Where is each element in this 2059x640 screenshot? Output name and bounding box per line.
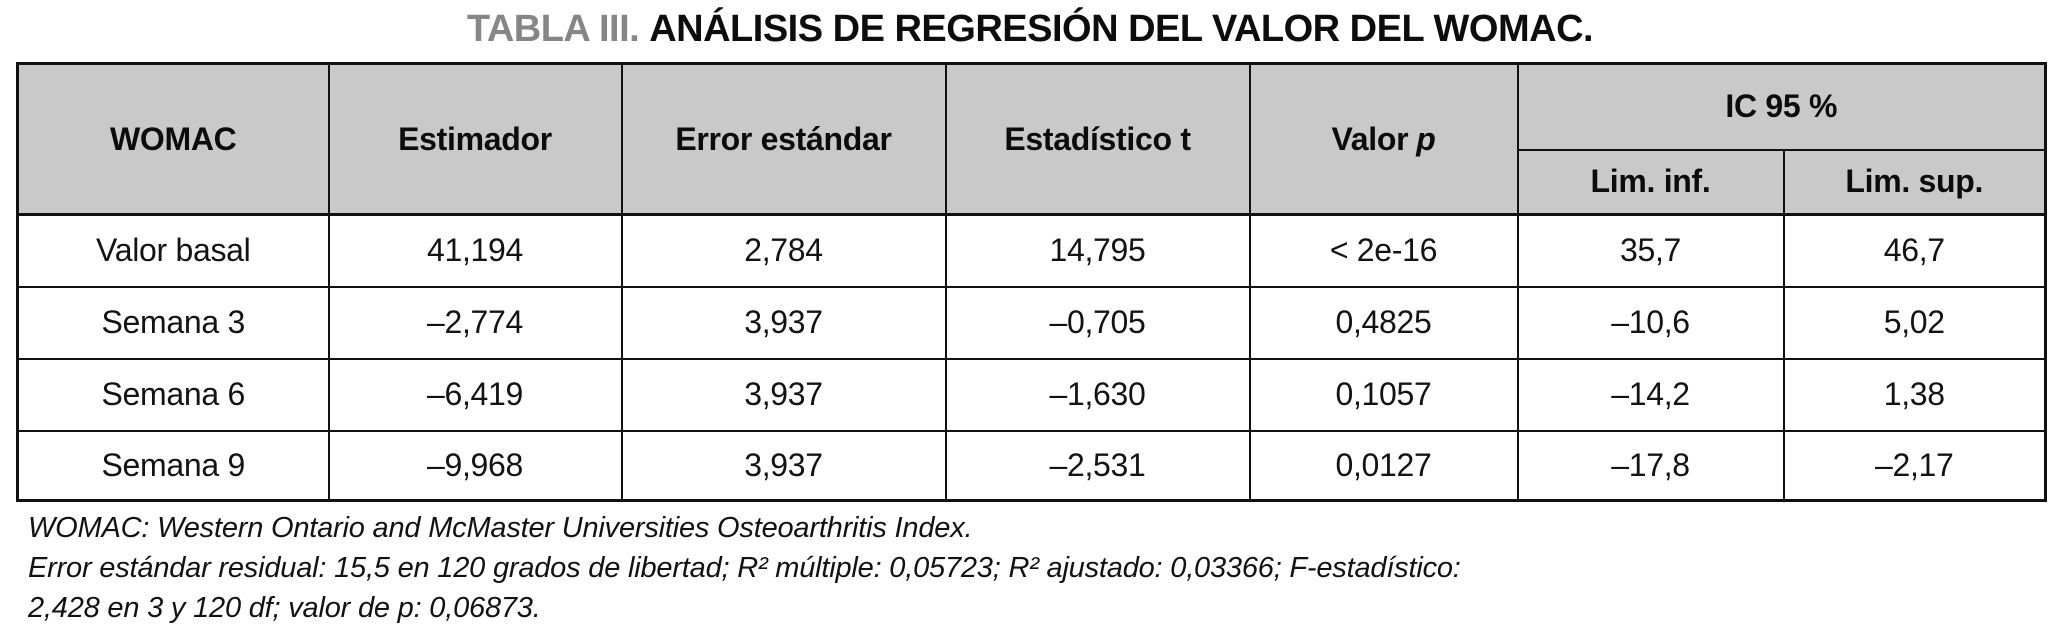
header-cell-ic95-group: IC 95 % <box>1516 62 2047 151</box>
cell-row-label: Valor basal <box>16 213 330 288</box>
cell-lim-inf: 35,7 <box>1516 213 1785 288</box>
cell-row-label: Semana 6 <box>16 357 330 432</box>
cell-estadistico-t: –2,531 <box>944 429 1251 502</box>
cell-lim-sup: 46,7 <box>1782 213 2047 288</box>
table-title-text: ANÁLISIS DE REGRESIÓN DEL VALOR DEL WOMA… <box>649 8 1594 50</box>
header-cell-error-estandar: Error estándar <box>620 62 947 216</box>
header-cell-valor-p: Valor p <box>1248 62 1519 216</box>
cell-valor-p: 0,0127 <box>1248 429 1519 502</box>
cell-lim-sup: –2,17 <box>1782 429 2047 502</box>
cell-estimador: –2,774 <box>327 285 623 360</box>
header-row-sub: Lim. inf. Lim. sup. <box>18 148 2047 216</box>
table-title-number: TABLA III. <box>466 8 640 50</box>
cell-lim-inf: –14,2 <box>1516 357 1785 432</box>
table-row-semana-3: Semana 3 –2,774 3,937 –0,705 0,4825 –10,… <box>16 285 2047 360</box>
valor-p-symbol: p <box>1416 120 1436 157</box>
table-footnotes: WOMAC: Western Ontario and McMaster Univ… <box>28 508 2038 628</box>
cell-lim-inf: –10,6 <box>1516 285 1785 360</box>
cell-lim-sup: 1,38 <box>1782 357 2047 432</box>
valor-p-text: Valor <box>1331 120 1409 157</box>
table-row-semana-6: Semana 6 –6,419 3,937 –1,630 0,1057 –14,… <box>16 357 2047 432</box>
header-row-top: WOMAC Estimador Error estándar Estadísti… <box>16 62 2047 216</box>
cell-estimador: –9,968 <box>327 429 623 502</box>
header-cell-lim-sup: Lim. sup. <box>1782 148 2047 216</box>
cell-lim-sup: 5,02 <box>1782 285 2047 360</box>
cell-error-estandar: 3,937 <box>620 429 947 502</box>
table-title: TABLA III. ANÁLISIS DE REGRESIÓN DEL VALO… <box>16 8 2044 51</box>
header-cell-womac: WOMAC <box>16 62 330 216</box>
table-row-valor-basal: Valor basal 41,194 2,784 14,795 < 2e-16 … <box>16 213 2047 288</box>
cell-lim-inf: –17,8 <box>1516 429 1785 502</box>
cell-estimador: –6,419 <box>327 357 623 432</box>
cell-row-label: Semana 9 <box>16 429 330 502</box>
header-cell-estadistico-t: Estadístico t <box>944 62 1251 216</box>
regression-table: WOMAC Estimador Error estándar Estadísti… <box>16 62 2048 502</box>
cell-estadistico-t: –1,630 <box>944 357 1251 432</box>
footnote-line-stats-1: Error estándar residual: 15,5 en 120 gra… <box>28 552 1461 584</box>
cell-error-estandar: 3,937 <box>620 285 947 360</box>
table-body: Valor basal 41,194 2,784 14,795 < 2e-16 … <box>16 213 2047 502</box>
cell-row-label: Semana 3 <box>16 285 330 360</box>
cell-valor-p: 0,4825 <box>1248 285 1519 360</box>
cell-estadistico-t: –0,705 <box>944 285 1251 360</box>
cell-estadistico-t: 14,795 <box>944 213 1251 288</box>
footnote-line-stats-2: 2,428 en 3 y 120 df; valor de p: 0,06873… <box>28 592 541 624</box>
header-cell-lim-inf: Lim. inf. <box>1516 148 1785 216</box>
footnote-line-womac: WOMAC: Western Ontario and McMaster Univ… <box>28 512 973 544</box>
cell-valor-p: 0,1057 <box>1248 357 1519 432</box>
header-cell-estimador: Estimador <box>327 62 623 216</box>
cell-error-estandar: 3,937 <box>620 357 947 432</box>
cell-estimador: 41,194 <box>327 213 623 288</box>
table-header: WOMAC Estimador Error estándar Estadísti… <box>16 62 2047 216</box>
table-row-semana-9: Semana 9 –9,968 3,937 –2,531 0,0127 –17,… <box>16 429 2047 502</box>
cell-valor-p: < 2e-16 <box>1248 213 1519 288</box>
cell-error-estandar: 2,784 <box>620 213 947 288</box>
